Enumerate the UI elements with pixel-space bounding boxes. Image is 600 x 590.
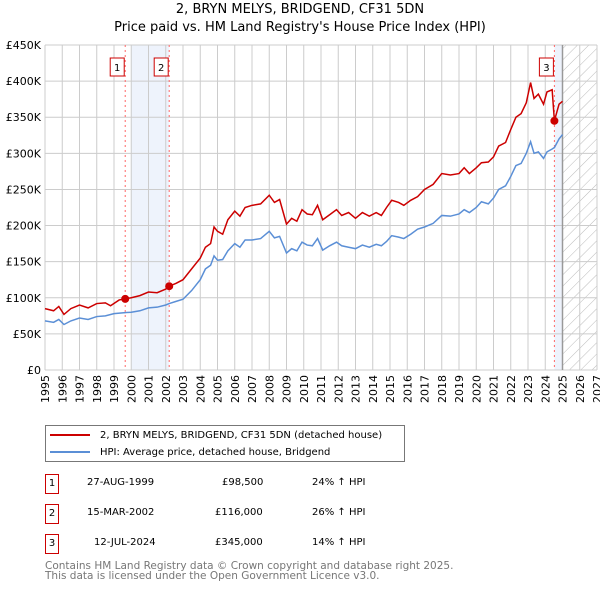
x-tick-label: 2008: [263, 375, 276, 403]
property-price-line: [44, 82, 563, 316]
x-tick-label: 2003: [177, 375, 190, 403]
x-tick-label: 2027: [591, 375, 600, 403]
x-tick-label: 2009: [281, 375, 294, 403]
transaction-marker: 2: [45, 504, 59, 524]
y-tick-label: £300K: [6, 147, 42, 160]
x-tick-label: 1995: [39, 375, 52, 403]
x-tick-label: 2001: [143, 375, 156, 403]
transaction-row: 2 15-MAR-2002 £116,000 26% ↑ HPI: [45, 504, 445, 524]
x-tick-label: 2013: [350, 375, 363, 403]
transaction-date: 27-AUG-1999: [87, 477, 155, 488]
transaction-date: 15-MAR-2002: [87, 507, 155, 518]
chart-title: 2, BRYN MELYS, BRIDGEND, CF31 5DN: [175, 2, 425, 17]
y-tick-label: £400K: [6, 75, 42, 88]
x-tick-label: 2015: [384, 375, 397, 403]
sale-label-box: [538, 57, 554, 77]
transaction-marker: 1: [45, 474, 59, 494]
sale-label-box: [153, 57, 169, 77]
y-tick-label: £200K: [6, 220, 42, 233]
y-tick-label: £350K: [6, 111, 42, 124]
hpi-line: [44, 134, 564, 326]
x-tick-label: 2016: [401, 375, 414, 403]
x-tick-label: 1998: [91, 375, 104, 403]
sale-point: [165, 282, 174, 291]
y-tick-label: £450K: [6, 39, 42, 52]
x-tick-label: 2025: [557, 375, 570, 403]
transaction-date: 12-JUL-2024: [94, 537, 156, 548]
legend-label-hpi: HPI: Average price, detached house, Brid…: [100, 446, 331, 458]
sale-label: 2: [158, 63, 164, 74]
x-tick-label: 2012: [332, 375, 345, 403]
chart-subtitle: Price paid vs. HM Land Registry's House …: [114, 20, 486, 35]
x-tick-label: 2010: [298, 375, 311, 403]
x-tick-label: 1997: [74, 375, 87, 403]
legend-swatch-hpi: [50, 451, 90, 453]
y-tick-label: £150K: [6, 256, 42, 269]
transaction-price: £345,000: [215, 537, 263, 548]
x-tick-label: 2023: [522, 375, 535, 403]
x-tick-label: 2022: [505, 375, 518, 403]
x-tick-label: 2006: [229, 375, 242, 403]
y-tick-label: £100K: [6, 292, 42, 305]
legend-swatch-property: [50, 434, 90, 436]
x-tick-label: 2011: [315, 375, 328, 403]
transaction-row: 1 27-AUG-1999 £98,500 24% ↑ HPI: [45, 474, 445, 494]
x-tick-label: 2019: [453, 375, 466, 403]
x-tick-label: 2002: [160, 375, 173, 403]
x-tick-label: 2017: [419, 375, 432, 403]
legend-label-property: 2, BRYN MELYS, BRIDGEND, CF31 5DN (detac…: [100, 429, 383, 441]
sale-point: [550, 116, 559, 125]
x-tick-label: 2020: [470, 375, 483, 403]
sale-label-box: [109, 57, 125, 77]
footer-copyright: Contains HM Land Registry data © Crown c…: [45, 560, 454, 572]
x-tick-label: 1999: [108, 375, 121, 403]
x-tick-label: 2014: [367, 375, 380, 403]
sale-period-band: [131, 45, 170, 370]
transaction-hpi: 14% ↑ HPI: [312, 537, 366, 548]
x-tick-label: 2000: [125, 375, 138, 403]
x-tick-label: 1996: [56, 375, 69, 403]
footer-licence: This data is licensed under the Open Gov…: [45, 570, 380, 582]
legend: 2, BRYN MELYS, BRIDGEND, CF31 5DN (detac…: [45, 425, 405, 462]
sale-period-band: [554, 45, 563, 370]
x-tick-label: 2007: [246, 375, 259, 403]
x-tick-label: 2024: [539, 375, 552, 403]
x-tick-label: 2026: [574, 375, 587, 403]
y-tick-label: £250K: [6, 183, 42, 196]
transaction-price: £116,000: [215, 507, 263, 518]
transaction-row: 3 12-JUL-2024 £345,000 14% ↑ HPI: [45, 534, 445, 554]
price-chart: 1995 1996 1997 1998 1999 2000 2001 2002 2003 2004…: [6, 39, 600, 403]
x-tick-label: 2005: [212, 375, 225, 403]
sale-label: 3: [543, 63, 549, 74]
y-tick-label: £50K: [13, 328, 42, 341]
x-tick-label: 2018: [436, 375, 449, 403]
transaction-price: £98,500: [222, 477, 264, 488]
transaction-hpi: 24% ↑ HPI: [312, 477, 366, 488]
y-tick-label: £0: [27, 364, 41, 377]
sale-label: 1: [114, 63, 120, 74]
transaction-marker: 3: [45, 534, 59, 554]
x-tick-label: 2021: [488, 375, 501, 403]
sale-point: [121, 294, 130, 303]
x-tick-label: 2004: [194, 375, 207, 403]
transaction-hpi: 26% ↑ HPI: [312, 507, 366, 518]
